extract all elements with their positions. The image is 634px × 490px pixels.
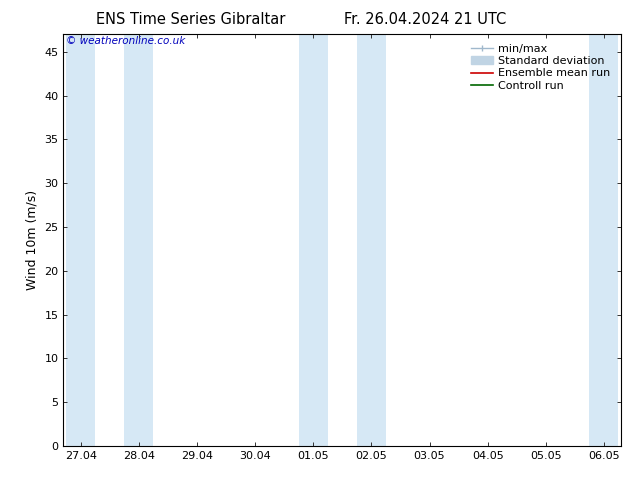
Bar [67, 34, 95, 446]
Text: Fr. 26.04.2024 21 UTC: Fr. 26.04.2024 21 UTC [344, 12, 506, 27]
Bar [299, 34, 328, 446]
Text: ENS Time Series Gibraltar: ENS Time Series Gibraltar [96, 12, 285, 27]
Text: © weatheronline.co.uk: © weatheronline.co.uk [66, 36, 185, 47]
Bar [357, 34, 386, 446]
Legend: min/max, Standard deviation, Ensemble mean run, Controll run: min/max, Standard deviation, Ensemble me… [471, 44, 610, 91]
Bar [124, 34, 153, 446]
Bar [590, 34, 618, 446]
Y-axis label: Wind 10m (m/s): Wind 10m (m/s) [26, 190, 39, 290]
